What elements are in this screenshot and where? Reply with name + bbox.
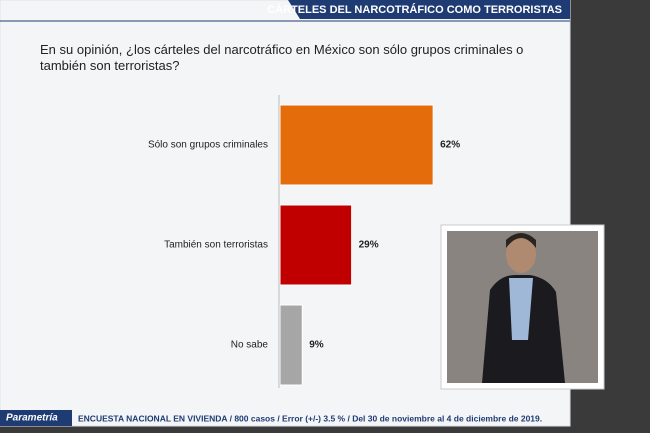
photo-person-hair	[506, 233, 536, 248]
footer-source: ENCUESTA NACIONAL EN VIVIENDA / 800 caso…	[78, 413, 542, 423]
bar	[279, 304, 303, 386]
value-label: 29%	[359, 240, 379, 251]
photo-person-head	[506, 235, 536, 273]
slide-title: CÁRTELES DEL NARCOTRÁFICO COMO TERRORIST…	[267, 3, 562, 16]
bar	[279, 104, 434, 186]
bar	[279, 204, 353, 286]
photo	[440, 224, 605, 390]
photo-person-shirt	[509, 278, 533, 340]
footer-logo-box	[0, 410, 72, 426]
category-label: No sabe	[231, 340, 269, 351]
footer-logo: Parametría	[6, 413, 58, 424]
value-label: 9%	[309, 340, 324, 351]
slide-border	[0, 0, 571, 427]
value-label: 62%	[440, 140, 460, 151]
chart-title: En su opinión, ¿los cárteles del narcotr…	[40, 42, 524, 73]
category-label: Sólo son grupos criminales	[148, 140, 268, 151]
category-label: También son terroristas	[164, 240, 268, 251]
title-banner	[288, 0, 570, 19]
